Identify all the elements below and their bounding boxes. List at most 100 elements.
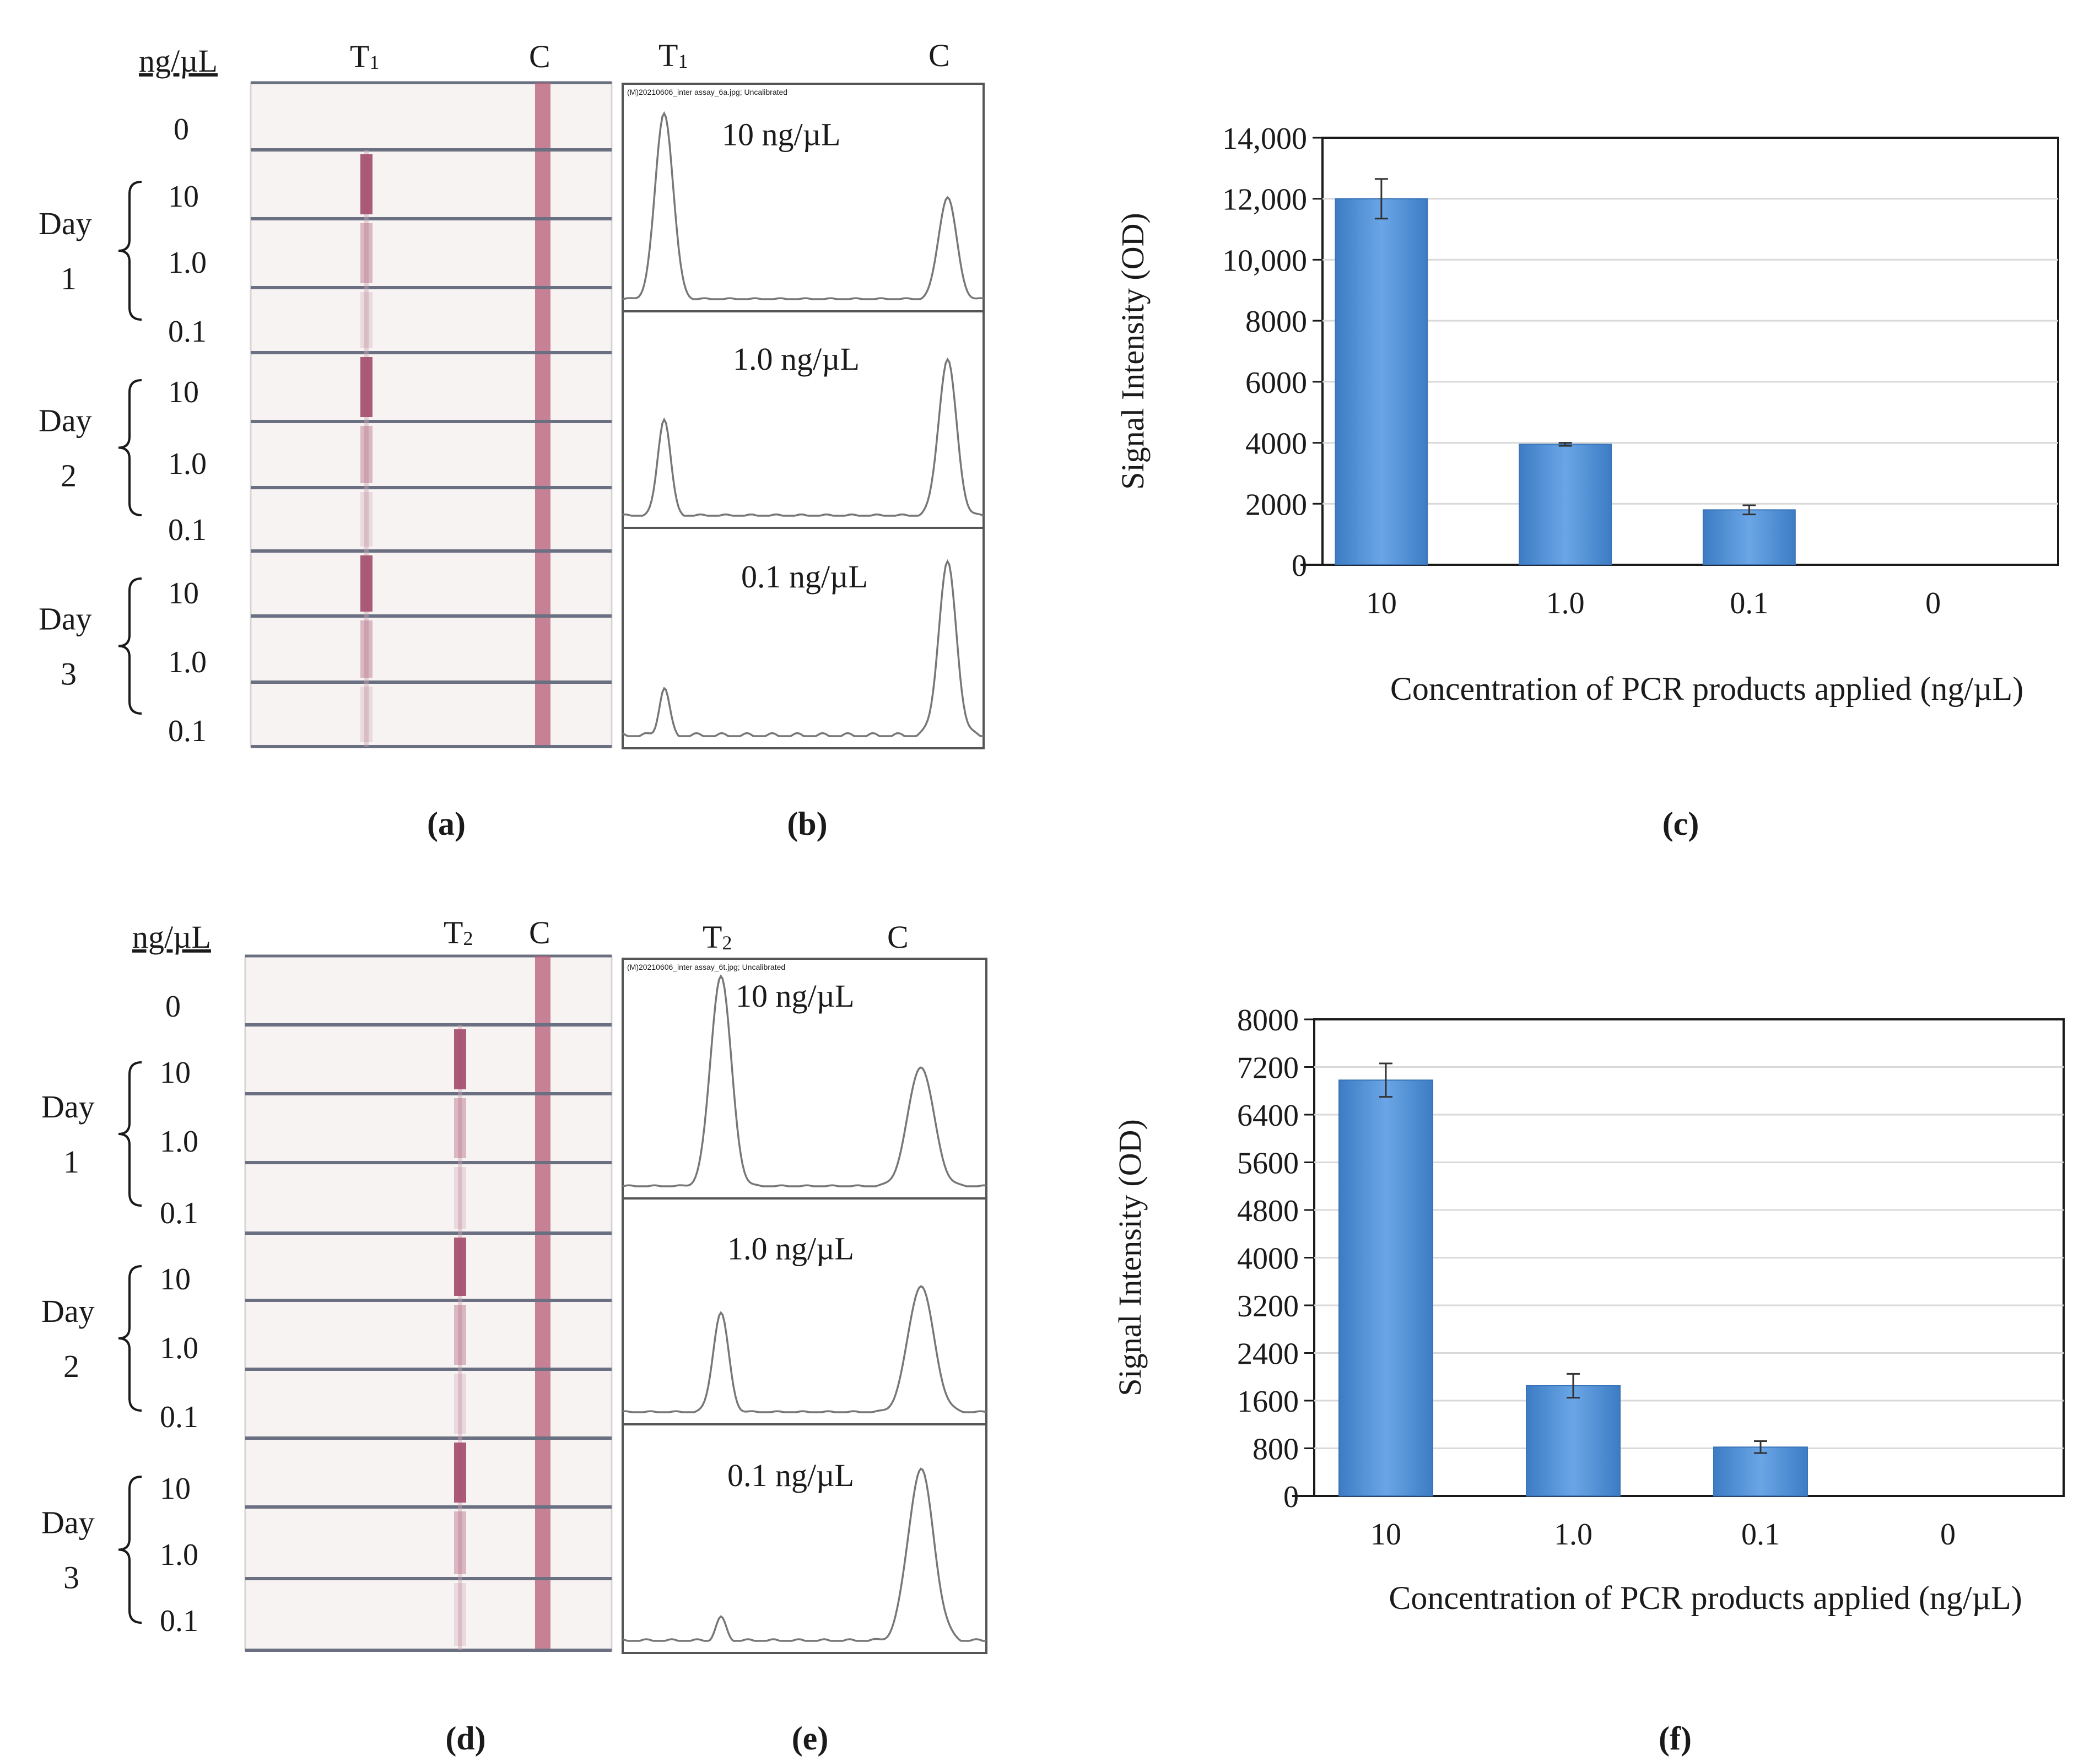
concentration-label: 0.1 bbox=[160, 1604, 198, 1638]
scan-panel-b: T1 C (M)20210606_inter assay_6a.jpg; Uncal… bbox=[622, 37, 985, 749]
density-trace bbox=[622, 559, 984, 737]
concentration-label: 10 bbox=[160, 1056, 191, 1090]
day-label: Day bbox=[39, 601, 92, 637]
test-line-band bbox=[454, 1098, 466, 1158]
test-line-band bbox=[360, 357, 373, 417]
concentration-label: 0.1 bbox=[160, 1400, 198, 1434]
test-line-faint bbox=[364, 150, 369, 747]
scan-panel-e: T2 C (M)20210606_inter assay_6t.jpg; Uncal… bbox=[622, 919, 987, 1654]
x-tick-label: 1.0 bbox=[1546, 586, 1585, 620]
control-line-header: C bbox=[529, 39, 550, 74]
chart-panel-c: 0 2000 4000 6000 8000 10,000 12,000 14,000 10 1.0… bbox=[1115, 122, 2059, 707]
day-number: 2 bbox=[63, 1348, 79, 1384]
test-line-band bbox=[360, 154, 373, 214]
trace-label: 0.1 ng/µL bbox=[741, 559, 868, 595]
y-tick-label: 10,000 bbox=[1222, 244, 1307, 278]
strip-panel-a: ng/µL T1 C 0 Day 1 10 1.0 0.1 Day 2 10 1.0 0.1 Day 3 10 1… bbox=[39, 39, 613, 748]
bar bbox=[1526, 1385, 1621, 1497]
test-line-band bbox=[454, 1443, 466, 1503]
day-brace bbox=[118, 1476, 142, 1624]
test-line-band bbox=[454, 1511, 466, 1574]
test-line-band bbox=[360, 555, 373, 612]
day-number: 1 bbox=[61, 261, 77, 296]
scan-test-header: T1 bbox=[658, 37, 688, 73]
day-label: Day bbox=[41, 1505, 95, 1541]
test-line-header: T2 bbox=[444, 915, 473, 950]
day-brace bbox=[118, 1061, 142, 1207]
scan-file-header: (M)20210606_inter assay_6a.jpg; Uncalibr… bbox=[627, 88, 787, 96]
concentration-label: 1.0 bbox=[168, 645, 207, 679]
day-brace bbox=[118, 379, 142, 516]
trace-label: 10 ng/µL bbox=[722, 117, 840, 153]
day-brace bbox=[118, 577, 142, 715]
density-trace bbox=[622, 1285, 987, 1413]
day-label: Day bbox=[41, 1293, 95, 1329]
y-tick-label: 7200 bbox=[1237, 1051, 1299, 1085]
y-axis-title: Signal Intensity (OD) bbox=[1115, 213, 1151, 490]
y-tick-label: 800 bbox=[1253, 1433, 1299, 1467]
day-number: 3 bbox=[63, 1560, 79, 1596]
bar bbox=[1519, 444, 1612, 566]
day-label: Day bbox=[39, 403, 92, 439]
concentration-label: 1.0 bbox=[160, 1331, 198, 1365]
unit-header: ng/µL bbox=[139, 43, 218, 79]
scan-file-header: (M)20210606_inter assay_6t.jpg; Uncalibr… bbox=[627, 963, 785, 971]
concentration-label: 10 bbox=[168, 180, 199, 214]
panel-label: (c) bbox=[1662, 806, 1699, 842]
density-trace bbox=[622, 1467, 986, 1642]
bar bbox=[1335, 198, 1428, 565]
bar bbox=[1338, 1079, 1433, 1497]
test-line-band bbox=[360, 620, 373, 678]
control-line bbox=[535, 956, 550, 1650]
concentration-label: 10 bbox=[160, 1262, 191, 1297]
scan-frame bbox=[622, 83, 985, 749]
control-line-header: C bbox=[529, 915, 550, 950]
concentration-label: 1.0 bbox=[168, 246, 207, 280]
test-line-band bbox=[454, 1374, 466, 1434]
y-tick-label: 4000 bbox=[1237, 1242, 1299, 1276]
x-axis-title: Concentration of PCR products applied (n… bbox=[1390, 671, 2023, 707]
test-line-band bbox=[454, 1238, 466, 1296]
concentration-label: 0.1 bbox=[160, 1196, 198, 1230]
x-tick-label: 10 bbox=[1370, 1517, 1401, 1552]
day-brace bbox=[118, 181, 142, 321]
concentration-label: 0.1 bbox=[168, 513, 207, 547]
concentration-zero: 0 bbox=[165, 990, 181, 1024]
y-tick-label: 1600 bbox=[1237, 1385, 1299, 1419]
trace-label: 0.1 ng/µL bbox=[727, 1457, 854, 1493]
test-line-band bbox=[454, 1167, 466, 1229]
bar bbox=[1713, 1446, 1808, 1497]
test-line-band bbox=[360, 687, 373, 742]
x-tick-label: 0 bbox=[1940, 1517, 1956, 1552]
y-tick-label: 8000 bbox=[1245, 305, 1307, 339]
day-number: 2 bbox=[61, 458, 77, 494]
strip-background bbox=[250, 82, 613, 748]
concentration-label: 10 bbox=[168, 375, 199, 409]
unit-header: ng/µL bbox=[132, 919, 211, 955]
day-number: 3 bbox=[61, 656, 77, 692]
scan-frame bbox=[622, 958, 987, 1654]
panel-label: (b) bbox=[787, 806, 827, 842]
control-line bbox=[535, 83, 550, 747]
x-tick-label: 0 bbox=[1925, 586, 1941, 620]
test-line-faint bbox=[458, 1025, 462, 1650]
y-tick-label: 4800 bbox=[1237, 1194, 1299, 1228]
y-tick-label: 3200 bbox=[1237, 1289, 1299, 1324]
bar bbox=[1702, 509, 1796, 565]
y-tick-label: 8000 bbox=[1237, 1003, 1299, 1038]
x-tick-label: 10 bbox=[1366, 586, 1397, 620]
concentration-label: 1.0 bbox=[168, 447, 207, 481]
y-tick-label: 12,000 bbox=[1222, 183, 1307, 217]
plot-frame bbox=[1321, 137, 2059, 566]
y-tick-label: 4000 bbox=[1245, 427, 1307, 461]
strip-background bbox=[244, 955, 613, 1651]
test-line-band bbox=[360, 292, 373, 348]
panel-label: (e) bbox=[792, 1720, 829, 1757]
day-number: 1 bbox=[63, 1144, 79, 1180]
density-trace bbox=[622, 974, 987, 1187]
x-tick-label: 0.1 bbox=[1730, 586, 1768, 620]
day-label: Day bbox=[39, 206, 92, 241]
y-tick-label: 6400 bbox=[1237, 1099, 1299, 1133]
y-tick-label: 5600 bbox=[1237, 1147, 1299, 1181]
chart-panel-f: 0 800 1600 2400 3200 4000 4800 5600 6400 7200 8000… bbox=[1112, 1003, 2065, 1616]
